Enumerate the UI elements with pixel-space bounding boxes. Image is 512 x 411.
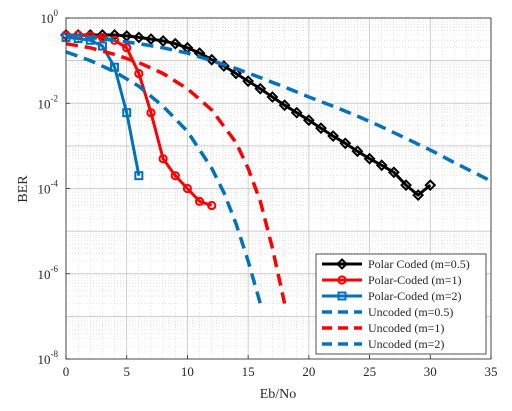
y-tick-label: 100 bbox=[41, 8, 59, 26]
legend-entry: Uncoded (m=2) bbox=[322, 337, 444, 351]
data-point bbox=[242, 75, 255, 88]
y-tick-label: 10-8 bbox=[38, 349, 59, 367]
legend-label: Uncoded (m=0.5) bbox=[368, 305, 453, 319]
x-axis-ticks: 0 5 10 15 20 25 30 35 bbox=[63, 355, 498, 379]
x-tick-label: 35 bbox=[485, 364, 498, 379]
legend-entry: Uncoded (m=1) bbox=[322, 321, 444, 335]
data-point bbox=[363, 152, 376, 165]
data-point bbox=[336, 258, 348, 270]
data-point bbox=[170, 171, 180, 181]
series-5 bbox=[65, 50, 262, 304]
legend-label: Uncoded (m=1) bbox=[368, 321, 444, 335]
y-axis-label: BER bbox=[16, 175, 31, 203]
data-point bbox=[134, 171, 144, 181]
data-point bbox=[337, 275, 347, 285]
data-point bbox=[194, 196, 205, 206]
x-tick-label: 5 bbox=[123, 364, 130, 379]
x-tick-label: 10 bbox=[181, 364, 194, 379]
data-point bbox=[290, 106, 303, 119]
data-point bbox=[315, 122, 327, 135]
data-point bbox=[327, 130, 340, 142]
major-grid bbox=[65, 17, 492, 360]
data-point bbox=[375, 159, 388, 172]
y-tick-label: 10-4 bbox=[38, 179, 59, 197]
legend-label: Uncoded (m=2) bbox=[368, 337, 444, 351]
legend-entry: Polar Coded (m=0.5) bbox=[322, 257, 470, 271]
x-tick-label: 0 bbox=[63, 364, 70, 379]
data-point bbox=[97, 41, 107, 51]
legend-label: Polar Coded (m=0.5) bbox=[368, 257, 470, 271]
legend-box bbox=[315, 253, 487, 355]
data-point bbox=[158, 154, 168, 164]
y-tick-label: 10-6 bbox=[38, 264, 59, 282]
data-point bbox=[157, 35, 170, 47]
data-point bbox=[387, 166, 400, 179]
data-point bbox=[97, 32, 108, 43]
data-point bbox=[182, 183, 193, 194]
x-tick-label: 30 bbox=[424, 364, 437, 379]
series-line bbox=[65, 50, 262, 304]
series-line bbox=[65, 34, 492, 183]
data-point bbox=[146, 108, 156, 118]
series-layer bbox=[60, 29, 492, 304]
data-point bbox=[230, 67, 242, 80]
legend-label: Polar-Coded (m=1) bbox=[368, 273, 462, 287]
series-line bbox=[65, 41, 287, 304]
data-point bbox=[96, 29, 109, 41]
legend: Polar Coded (m=0.5) Polar-Coded (m=1) Pola… bbox=[315, 253, 487, 355]
data-point bbox=[145, 33, 157, 46]
data-point bbox=[337, 291, 347, 301]
x-tick-label: 25 bbox=[363, 364, 376, 379]
data-point bbox=[207, 200, 217, 211]
series-line bbox=[66, 33, 432, 197]
data-point bbox=[254, 82, 267, 95]
y-axis-ticks: 10-8 10-6 10-4 10-2 100 bbox=[38, 8, 70, 367]
data-point bbox=[351, 145, 364, 158]
data-point bbox=[132, 31, 145, 44]
data-point bbox=[169, 37, 182, 50]
x-tick-label: 20 bbox=[302, 364, 315, 379]
series-line bbox=[65, 35, 141, 176]
data-point bbox=[266, 91, 279, 103]
series-4 bbox=[65, 41, 287, 304]
data-point bbox=[73, 34, 83, 44]
legend-entry: Polar-Coded (m=2) bbox=[322, 289, 462, 303]
data-point bbox=[110, 62, 120, 72]
data-point bbox=[278, 99, 291, 112]
data-point bbox=[122, 108, 132, 118]
data-point bbox=[302, 114, 315, 127]
legend-entry: Polar-Coded (m=1) bbox=[322, 273, 462, 287]
legend-label: Polar-Coded (m=2) bbox=[368, 289, 462, 303]
data-point bbox=[400, 179, 412, 192]
data-point bbox=[412, 189, 425, 202]
series-3 bbox=[65, 34, 492, 183]
data-point bbox=[122, 43, 132, 53]
data-point bbox=[134, 68, 144, 79]
x-tick-label: 15 bbox=[242, 364, 255, 379]
y-tick-label: 10-2 bbox=[38, 93, 59, 111]
legend-entry: Uncoded (m=0.5) bbox=[322, 305, 453, 319]
data-point bbox=[339, 137, 352, 150]
data-point bbox=[424, 179, 437, 192]
x-axis-label: Eb/No bbox=[260, 387, 297, 402]
